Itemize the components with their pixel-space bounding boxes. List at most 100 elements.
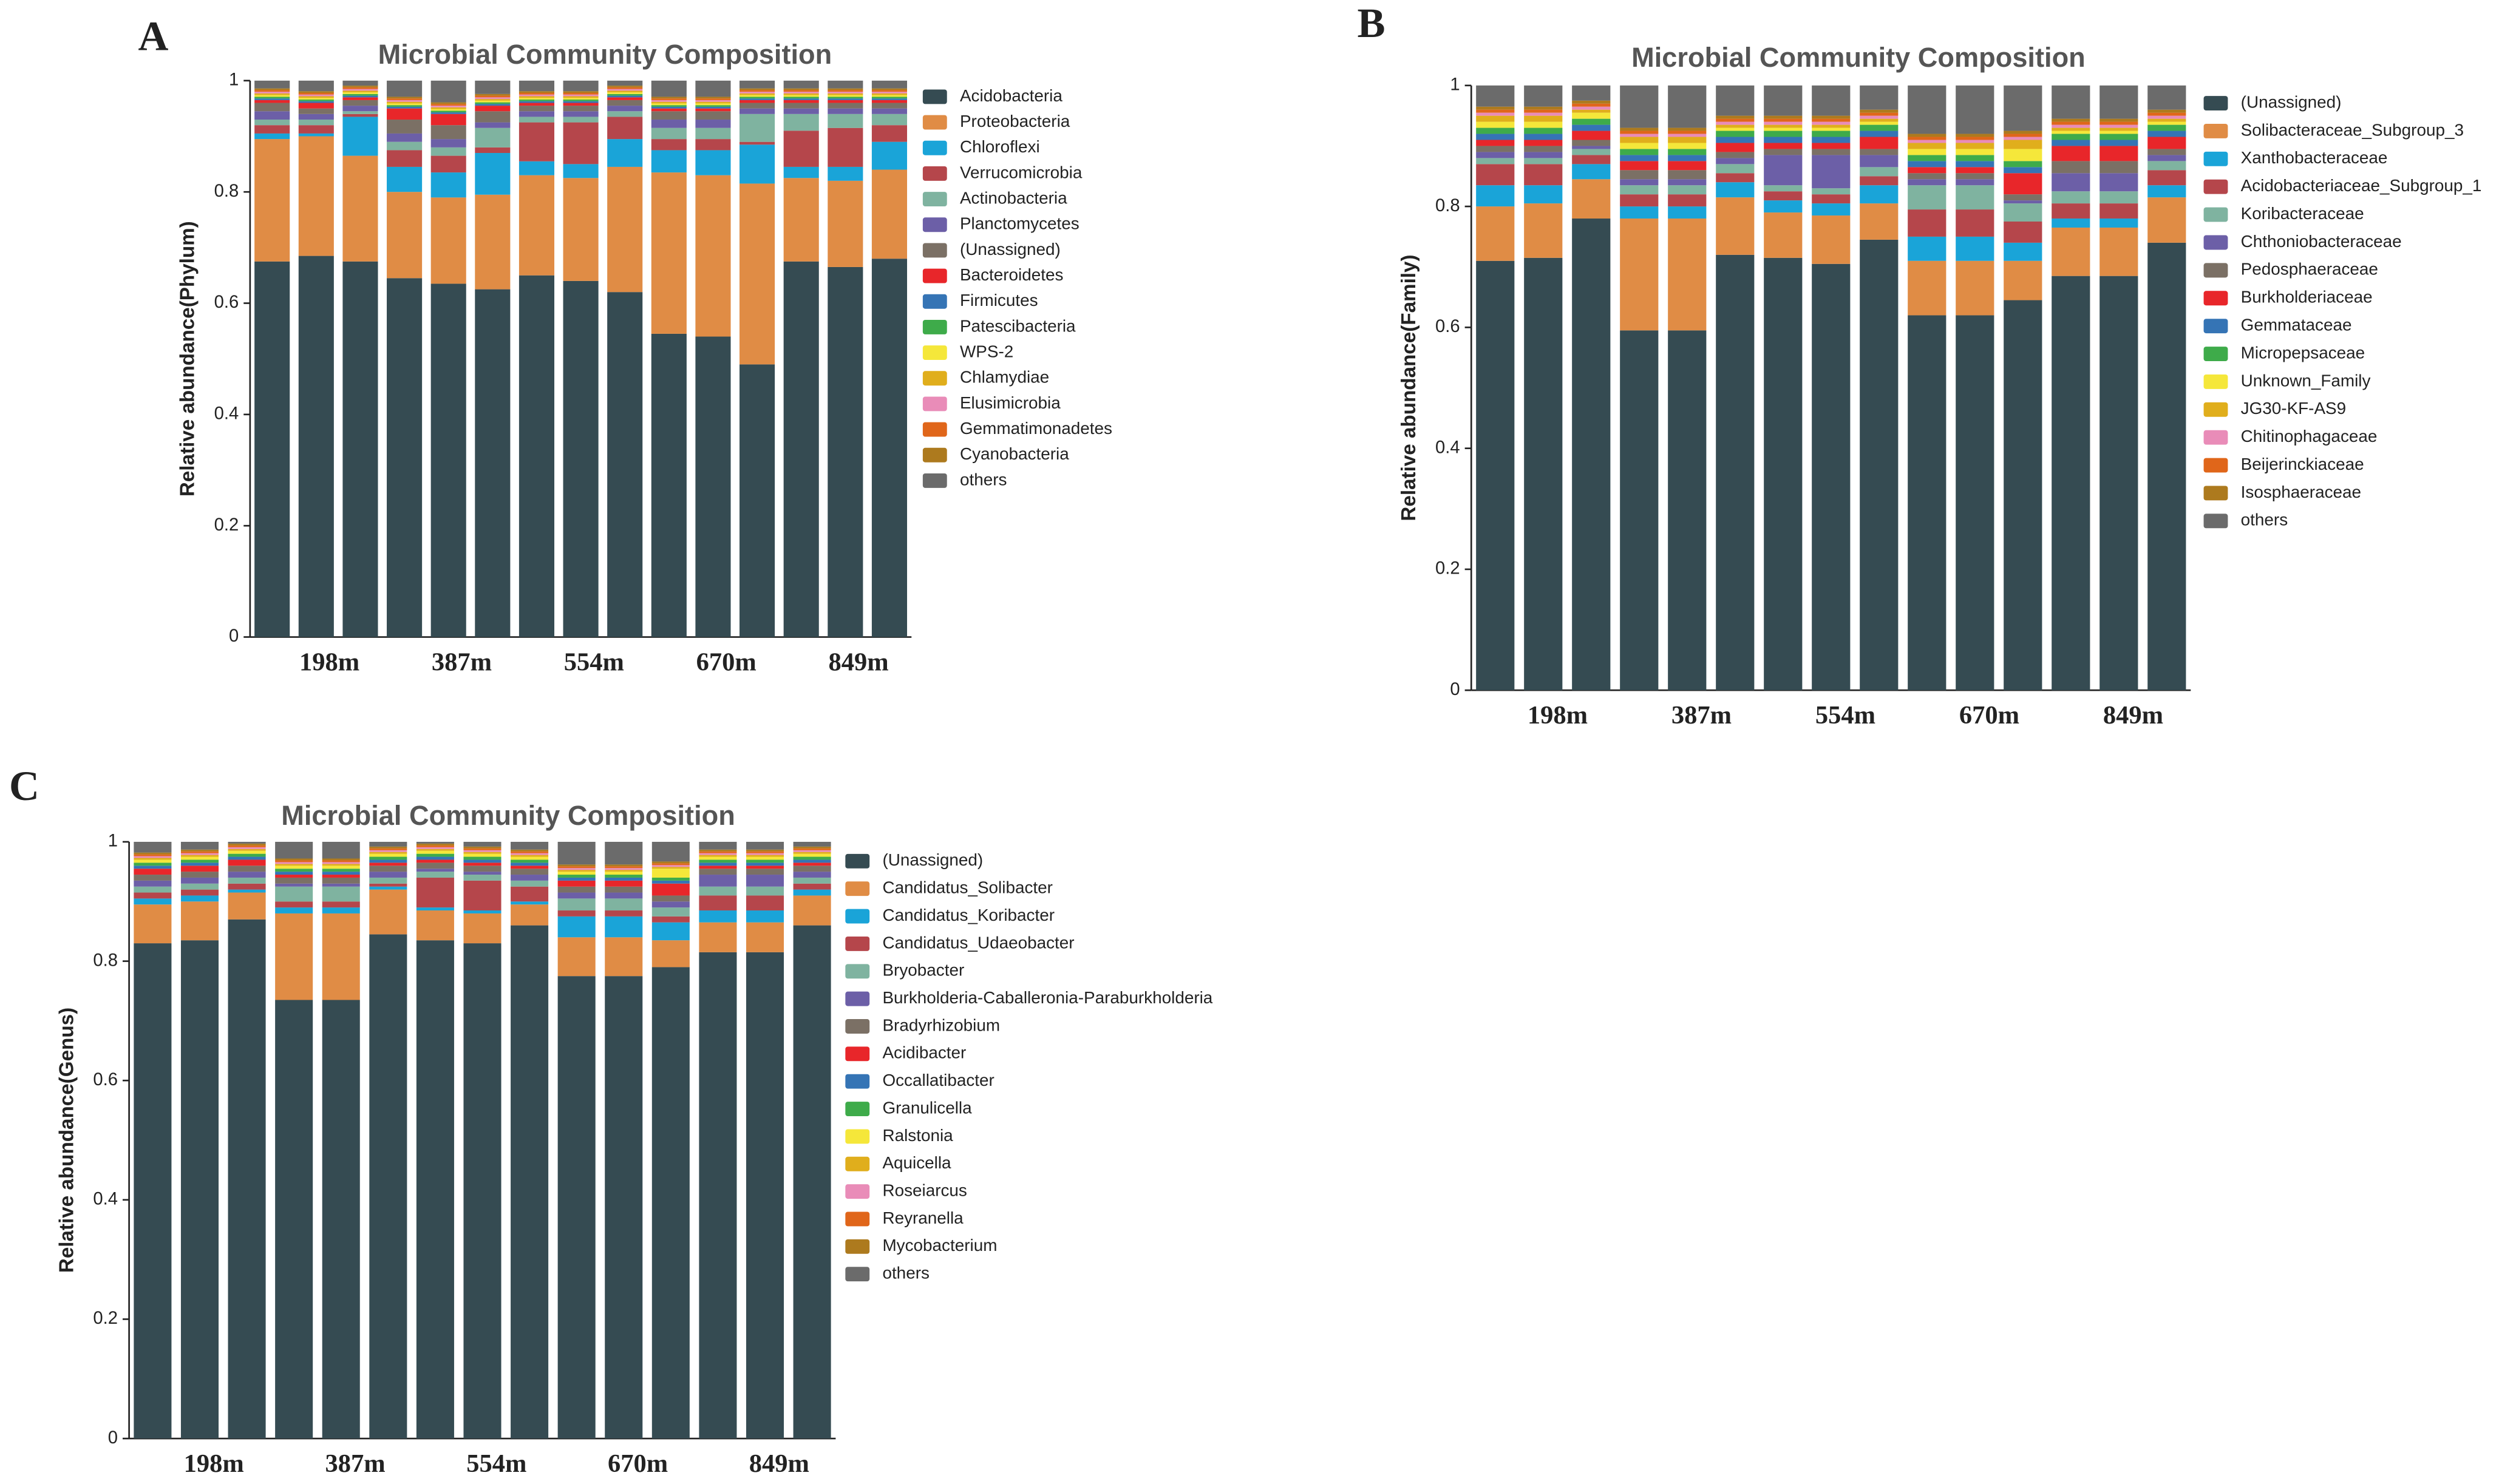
bar-segment <box>1764 155 1803 186</box>
bar-segment <box>651 120 687 128</box>
legend-swatch <box>2203 291 2228 306</box>
legend-label: Chthoniobacteraceae <box>2241 232 2402 251</box>
bar-segment <box>2100 127 2138 131</box>
bar-segment <box>746 855 784 857</box>
bar-segment <box>2147 137 2186 149</box>
bar-segment <box>2052 161 2090 174</box>
bar-segment <box>228 877 266 884</box>
bar-segment <box>563 106 599 112</box>
y-tick-label: 0.4 <box>93 1190 118 1209</box>
bar-segment <box>2052 85 2090 119</box>
bar-segment <box>1716 85 1755 116</box>
bar-segment <box>275 862 313 864</box>
bar-segment <box>783 90 819 92</box>
bar-segment <box>228 883 266 890</box>
bar-segment <box>298 100 334 101</box>
legend-swatch <box>922 166 947 181</box>
bar-segment <box>1476 260 1515 691</box>
legend-swatch <box>2203 179 2228 194</box>
bar-segment <box>563 96 599 98</box>
legend-swatch <box>845 1211 870 1227</box>
legend-label: Verrucomicrobia <box>960 163 1083 181</box>
bar-segment <box>254 90 290 92</box>
bar-segment <box>828 114 863 128</box>
bar-segment <box>699 855 737 857</box>
bar-segment <box>298 101 334 103</box>
bar-segment <box>322 862 360 864</box>
bar-segment <box>871 114 908 126</box>
bar-segment <box>342 89 378 91</box>
bar-segment <box>739 100 775 103</box>
legend-swatch <box>845 909 870 924</box>
y-axis-label: Relative abundance(Phylum) <box>177 221 199 496</box>
bar-segment <box>134 892 172 899</box>
bar-segment <box>783 178 819 262</box>
bar-segment <box>1668 179 1707 186</box>
bar-segment <box>342 90 378 93</box>
panel-label: A <box>138 12 169 59</box>
bar-segment <box>430 112 466 114</box>
legend-label: Cyanobacteria <box>960 444 1069 463</box>
bar-segment <box>793 877 831 884</box>
bar-segment <box>746 856 784 860</box>
bar-segment <box>1764 121 1803 125</box>
bar-segment <box>1620 85 1659 128</box>
legend-label: WPS-2 <box>960 342 1013 361</box>
legend-swatch <box>922 217 947 232</box>
bar-segment <box>557 916 596 938</box>
legend-swatch <box>845 1239 870 1254</box>
bar-segment <box>2004 260 2042 300</box>
x-tick-label: 554m <box>564 648 624 676</box>
bar-segment <box>134 841 172 853</box>
bar-segment <box>793 883 831 890</box>
bar-segment <box>275 1000 313 1439</box>
bar-segment <box>695 100 731 102</box>
bar-segment <box>416 853 454 857</box>
bar-segment <box>607 106 643 112</box>
y-tick-label: 0.4 <box>1435 438 1460 457</box>
legend-swatch <box>845 1074 870 1089</box>
bar-segment <box>416 843 454 845</box>
bar-segment <box>342 114 378 117</box>
bar-segment <box>557 937 596 977</box>
bar-segment <box>475 194 511 290</box>
bar-segment <box>651 895 690 902</box>
bar-segment <box>511 851 549 853</box>
bar-segment <box>739 144 775 184</box>
bar-segment <box>1668 155 1707 161</box>
bar-segment <box>1716 143 1755 152</box>
bar-segment <box>1908 236 1946 261</box>
bar-segment <box>1764 200 1803 213</box>
legend-label: Bradyrhizobium <box>882 1015 1000 1034</box>
bar-segment <box>1812 194 1851 204</box>
bar-segment <box>180 853 219 855</box>
bar-segment <box>275 913 313 1000</box>
legend-swatch <box>922 473 947 488</box>
bar-segment <box>1812 203 1851 216</box>
bar-segment <box>1812 130 1851 137</box>
bar-segment <box>2147 242 2186 691</box>
legend-swatch <box>922 422 947 437</box>
bar-segment <box>228 859 266 866</box>
bar-segment <box>342 106 378 112</box>
bar-segment <box>2147 155 2186 161</box>
bar-segment <box>739 103 775 109</box>
bar-segment <box>1812 121 1851 125</box>
bar-segment <box>1620 127 1659 131</box>
bar-segment <box>475 153 511 195</box>
bar-segment <box>1620 134 1659 137</box>
bar-segment <box>342 93 378 96</box>
bar-segment <box>828 108 863 114</box>
bar-segment <box>2100 173 2138 192</box>
bar-segment <box>1524 164 1563 186</box>
bar-segment <box>1476 106 1515 110</box>
bar-segment <box>1572 179 1611 219</box>
legend-swatch <box>922 89 947 104</box>
bar-segment <box>1476 85 1515 107</box>
bar-segment <box>298 98 334 100</box>
x-tick-label: 849m <box>2103 701 2163 730</box>
bar-segment <box>739 364 775 637</box>
bar-segment <box>254 120 290 126</box>
bar-segment <box>2004 161 2042 168</box>
bar-segment <box>430 155 466 173</box>
